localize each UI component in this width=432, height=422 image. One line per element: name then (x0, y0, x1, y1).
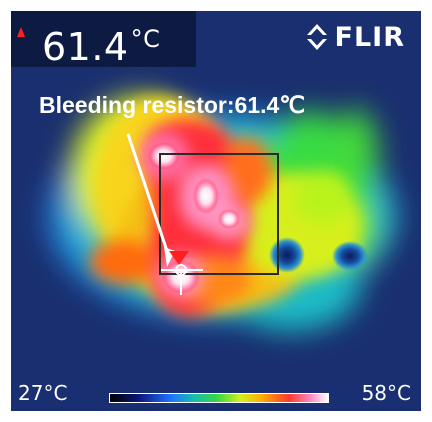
thermal-image (11, 11, 421, 411)
current-temperature-value: 61.4 (42, 25, 129, 69)
scale-max-label: 58°C (361, 381, 411, 405)
temperature-colorbar (109, 393, 329, 403)
brand-name: FLIR (334, 21, 405, 53)
measurement-box (159, 153, 279, 275)
flir-logo-icon (306, 24, 327, 50)
scale-min-label: 27°C (18, 381, 68, 405)
measurement-annotation: Bleeding resistor:61.4℃ (39, 92, 306, 118)
crosshair-icon (161, 264, 203, 295)
spot-meter-marker-icon (169, 251, 189, 265)
temperature-unit: °C (130, 25, 161, 53)
thermal-image-frame: 61.4°C FLIR Bleeding resistor:61.4℃ 27°C… (11, 11, 421, 411)
warning-marker-icon (17, 27, 25, 37)
temperature-scale: 27°C 58°C (11, 376, 421, 411)
brand-logo: FLIR (306, 21, 406, 53)
current-temperature-readout: 61.4°C (11, 11, 196, 69)
